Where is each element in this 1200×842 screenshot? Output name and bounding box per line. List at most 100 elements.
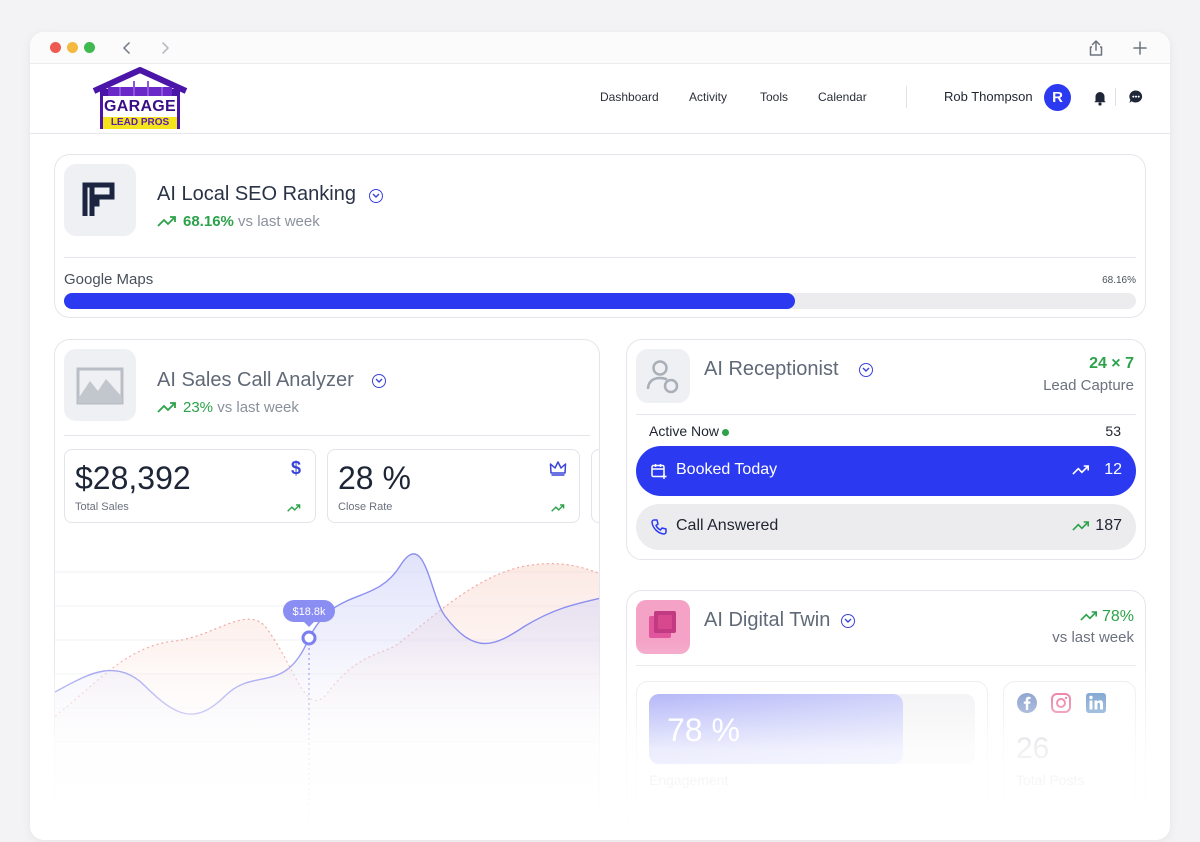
engagement-panel[interactable]: 78 % Engagement <box>636 681 988 811</box>
progress-track <box>64 293 1136 309</box>
trend-up-icon <box>1080 611 1097 621</box>
top-navigation: GARAGE LEAD PROS Dashboard Activity Tool… <box>30 64 1170 134</box>
trend-up-icon <box>157 402 176 413</box>
sales-call-card: AI Sales Call Analyzer 23% vs last week … <box>54 339 600 840</box>
tooltip-bubble <box>283 600 335 622</box>
chevron-down-icon[interactable] <box>369 189 383 203</box>
sales-title: AI Sales Call Analyzer <box>157 369 354 391</box>
nav-divider <box>906 86 907 108</box>
user-name[interactable]: Rob Thompson <box>944 89 1033 104</box>
flag-icon <box>64 164 136 236</box>
crown-icon <box>549 461 567 476</box>
close-rate-value: 28 % <box>338 460 411 496</box>
engagement-track: 78 % <box>649 694 975 764</box>
progress-value: 68.16% <box>1102 275 1136 286</box>
browser-chrome <box>30 32 1170 64</box>
chevron-left-icon[interactable] <box>116 37 138 59</box>
share-icon[interactable] <box>1085 37 1107 59</box>
close-rate-label: Close Rate <box>338 501 393 513</box>
nav-activity[interactable]: Activity <box>689 90 728 104</box>
seo-trend: 68.16% vs last week <box>157 213 320 230</box>
progress-fill <box>64 293 795 309</box>
close-dot[interactable] <box>50 42 61 53</box>
maximize-dot[interactable] <box>84 42 95 53</box>
sales-trend-label: vs last week <box>217 399 299 416</box>
trend-up-icon <box>157 216 176 227</box>
receptionist-card: AI Receptionist 24 × 7 Lead Capture Acti… <box>626 339 1146 560</box>
chevron-down-icon[interactable] <box>372 374 386 388</box>
chart-highlight-point[interactable] <box>301 630 317 646</box>
trend-up-icon <box>1072 465 1090 475</box>
close-rate-stat[interactable]: 28 % Close Rate <box>327 449 580 523</box>
digital-twin-trend-value: 78% <box>1101 608 1134 625</box>
sales-divider <box>64 435 590 436</box>
trend-up-icon <box>551 504 565 512</box>
social-posts-panel[interactable]: 26 Total Posts <box>1003 681 1136 811</box>
total-sales-label: Total Sales <box>75 501 129 513</box>
booked-today-label: Booked Today <box>676 461 778 478</box>
logo-text-lead-pros: LEAD PROS <box>103 117 177 129</box>
garage-lead-pros-logo[interactable]: GARAGE LEAD PROS <box>90 67 190 131</box>
digital-twin-icon <box>636 600 690 654</box>
linkedin-icon[interactable] <box>1085 692 1107 714</box>
seo-trend-value: 68.16% <box>183 213 234 230</box>
chevron-down-icon[interactable] <box>841 614 855 628</box>
nav-calendar[interactable]: Calendar <box>818 90 867 104</box>
progress-label: Google Maps <box>64 271 154 288</box>
digital-twin-divider <box>636 665 1136 666</box>
dollar-icon: $ <box>290 458 301 478</box>
logo-text-garage: GARAGE <box>103 96 177 118</box>
receptionist-divider <box>636 414 1136 415</box>
sales-chart: $18.8k <box>55 553 599 840</box>
plus-icon[interactable] <box>1129 37 1151 59</box>
nav-dashboard[interactable]: Dashboard <box>600 90 659 104</box>
chevron-right-icon[interactable] <box>154 37 176 59</box>
status-dot-icon <box>722 428 730 436</box>
tooltip-text: $18.8k <box>292 606 326 618</box>
tooltip-pointer <box>304 622 314 627</box>
lead-capture-label: Lead Capture <box>1043 377 1134 394</box>
call-answered-label: Call Answered <box>676 517 779 534</box>
calendar-plus-icon <box>651 464 667 479</box>
digital-twin-trend: 78% <box>1080 608 1134 626</box>
seo-divider <box>64 257 1136 258</box>
seo-trend-label: vs last week <box>238 213 320 230</box>
digital-twin-card: AI Digital Twin 78% vs last week 78 % En… <box>626 590 1146 830</box>
active-now-label: Active Now <box>649 423 720 439</box>
total-posts-label: Total Posts <box>1016 772 1085 788</box>
digital-twin-title: AI Digital Twin <box>704 609 831 631</box>
avatar[interactable]: R <box>1044 84 1071 111</box>
total-sales-stat[interactable]: $28,392 Total Sales $ <box>64 449 316 523</box>
total-posts-value: 26 <box>1016 732 1050 765</box>
active-now: Active Now <box>649 423 730 439</box>
engagement-label: Engagement <box>649 772 729 788</box>
chevron-down-icon[interactable] <box>859 363 873 377</box>
partial-stat[interactable] <box>591 449 599 523</box>
booked-today-count: 12 <box>1104 461 1122 478</box>
bell-icon[interactable] <box>1089 86 1111 108</box>
minimize-dot[interactable] <box>67 42 78 53</box>
engagement-value: 78 % <box>667 712 740 748</box>
chat-icon[interactable] <box>1125 86 1147 108</box>
image-icon <box>64 349 136 421</box>
booked-today-row[interactable]: Booked Today 12 <box>636 446 1136 496</box>
availability-badge: 24 × 7 <box>1089 355 1134 372</box>
trend-up-icon <box>287 504 301 512</box>
digital-twin-trend-label: vs last week <box>1052 629 1134 646</box>
phone-icon <box>651 519 667 535</box>
browser-window: GARAGE LEAD PROS Dashboard Activity Tool… <box>30 32 1170 840</box>
facebook-icon[interactable] <box>1016 692 1038 714</box>
user-check-icon <box>636 349 690 403</box>
instagram-icon[interactable] <box>1050 692 1072 714</box>
call-answered-count: 187 <box>1095 517 1122 534</box>
nav-tools[interactable]: Tools <box>760 90 789 104</box>
total-sales-value: $28,392 <box>75 460 191 496</box>
active-count: 53 <box>1105 423 1121 439</box>
trend-up-icon <box>1072 521 1090 531</box>
receptionist-title: AI Receptionist <box>704 358 839 380</box>
sales-trend: 23% vs last week <box>157 399 299 416</box>
seo-ranking-card: AI Local SEO Ranking 68.16% vs last week… <box>54 154 1146 318</box>
seo-title: AI Local SEO Ranking <box>157 183 356 205</box>
call-answered-row[interactable]: Call Answered 187 <box>636 504 1136 550</box>
sales-trend-value: 23% <box>183 399 214 416</box>
